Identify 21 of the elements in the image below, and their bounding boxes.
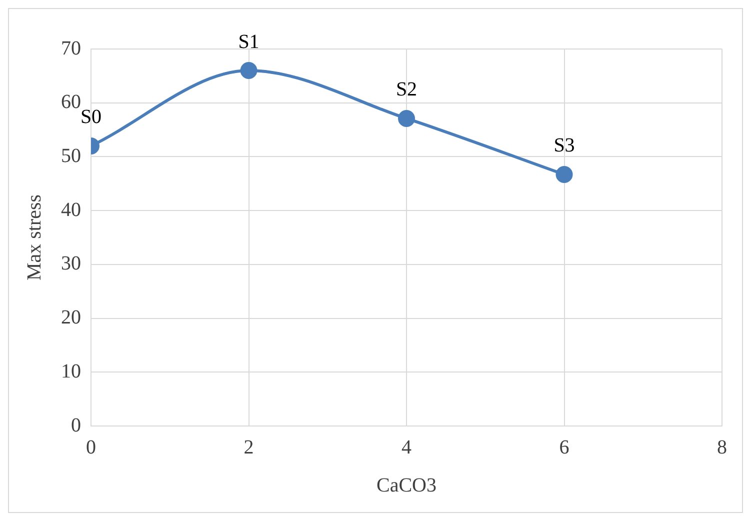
x-tick-label: 8	[717, 436, 727, 458]
x-tick-label: 0	[86, 436, 96, 458]
y-tick-label: 20	[61, 306, 81, 329]
annotation: S2	[396, 78, 418, 101]
point	[556, 166, 573, 183]
y-tick-label: 0	[71, 414, 81, 436]
annotation: S3	[554, 134, 575, 157]
y-tick-label: 40	[61, 198, 81, 221]
point	[398, 110, 415, 127]
y-tick-label: 50	[61, 144, 81, 167]
y-tick-label: 70	[61, 37, 81, 60]
annotation: S0	[80, 106, 102, 128]
annotation: S1	[238, 30, 260, 53]
x-tick-label: 6	[559, 436, 570, 458]
y-tick-label: 60	[61, 91, 81, 114]
x-axis-title: CaCO3	[376, 474, 436, 496]
x-tick-label: 4	[402, 436, 412, 458]
x-tick-label: 2	[244, 436, 254, 458]
y-tick-label: 30	[61, 252, 81, 275]
y-axis-title: Max stress	[23, 194, 46, 281]
y-tick-label: 10	[61, 360, 81, 382]
